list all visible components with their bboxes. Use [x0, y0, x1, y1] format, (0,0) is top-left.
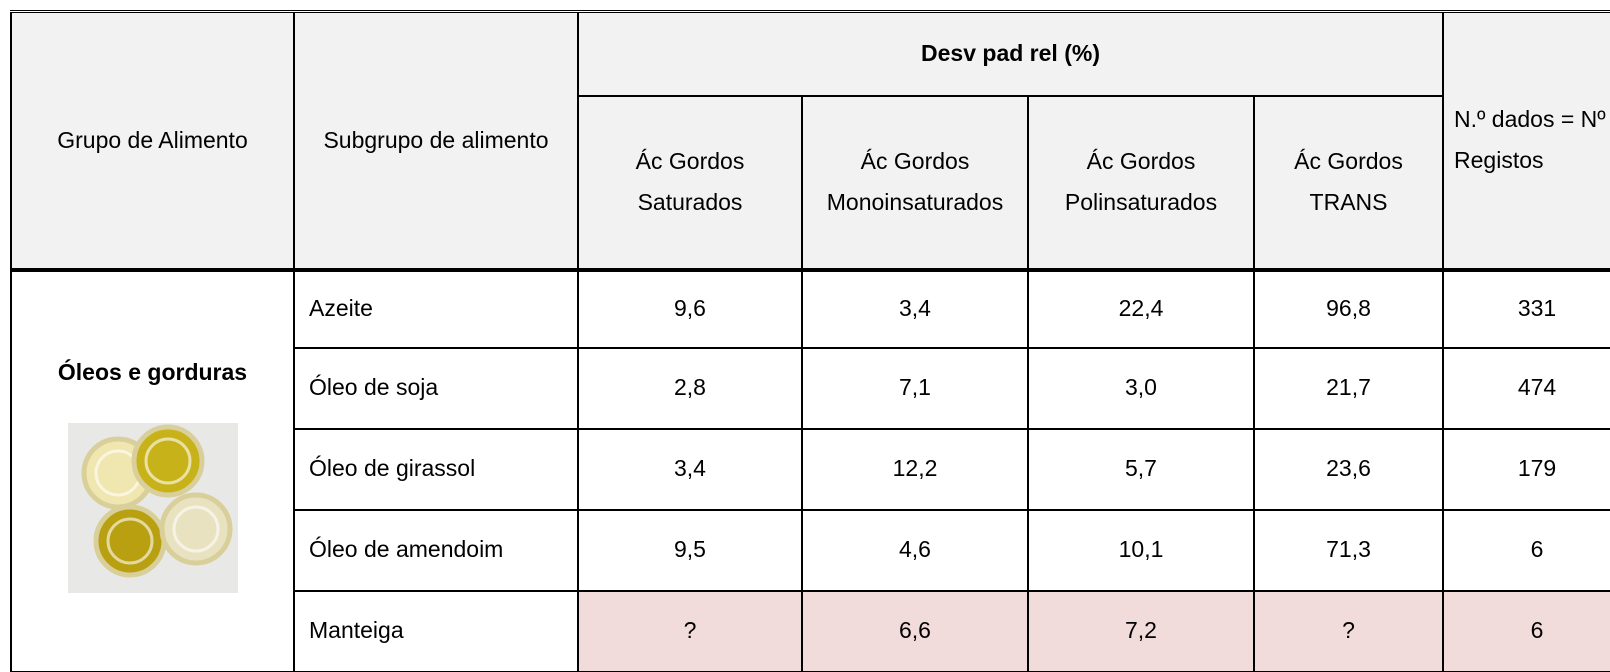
subgroup-cell: Óleo de girassol	[294, 429, 578, 510]
value-cell: 22,4	[1028, 270, 1254, 348]
value-cell: 96,8	[1254, 270, 1443, 348]
value-cell: 5,7	[1028, 429, 1254, 510]
value-cell: 331	[1443, 270, 1610, 348]
value-cell: 10,1	[1028, 510, 1254, 591]
value-cell: 3,0	[1028, 348, 1254, 429]
value-cell: 6	[1443, 510, 1610, 591]
group-cell: Óleos e gorduras	[11, 270, 294, 672]
header-cell: Subgrupo de alimento	[294, 12, 578, 270]
header-cell: N.º dados = Nº Registos	[1443, 12, 1610, 270]
value-cell: 2,8	[578, 348, 802, 429]
value-cell: 7,1	[802, 348, 1028, 429]
value-cell: 9,5	[578, 510, 802, 591]
value-cell: 179	[1443, 429, 1610, 510]
header-span: Desv pad rel (%)	[578, 12, 1443, 96]
value-cell: 474	[1443, 348, 1610, 429]
value-cell: 9,6	[578, 270, 802, 348]
value-cell: 3,4	[578, 429, 802, 510]
value-cell: 6	[1443, 591, 1610, 672]
column-header: Ác Gordos Polinsaturados	[1028, 96, 1254, 270]
subgroup-cell: Óleo de soja	[294, 348, 578, 429]
header-cell: Grupo de Alimento	[11, 12, 294, 270]
column-header: Ác Gordos Saturados	[578, 96, 802, 270]
column-header: Ác Gordos Monoinsaturados	[802, 96, 1028, 270]
table-container: Grupo de Alimento Subgrupo de alimento D…	[10, 10, 1610, 672]
value-cell: 23,6	[1254, 429, 1443, 510]
group-label: Óleos e gorduras	[16, 352, 289, 393]
subgroup-cell: Azeite	[294, 270, 578, 348]
value-cell: 4,6	[802, 510, 1028, 591]
value-cell: 6,6	[802, 591, 1028, 672]
value-cell: 12,2	[802, 429, 1028, 510]
value-cell: ?	[578, 591, 802, 672]
data-table: Grupo de Alimento Subgrupo de alimento D…	[10, 10, 1610, 672]
value-cell: 3,4	[802, 270, 1028, 348]
value-cell: ?	[1254, 591, 1443, 672]
subgroup-cell: Manteiga	[294, 591, 578, 672]
column-header: Ác Gordos TRANS	[1254, 96, 1443, 270]
subgroup-cell: Óleo de amendoim	[294, 510, 578, 591]
value-cell: 7,2	[1028, 591, 1254, 672]
page: Grupo de Alimento Subgrupo de alimento D…	[0, 0, 1610, 672]
oil-image	[68, 423, 238, 593]
value-cell: 71,3	[1254, 510, 1443, 591]
value-cell: 21,7	[1254, 348, 1443, 429]
